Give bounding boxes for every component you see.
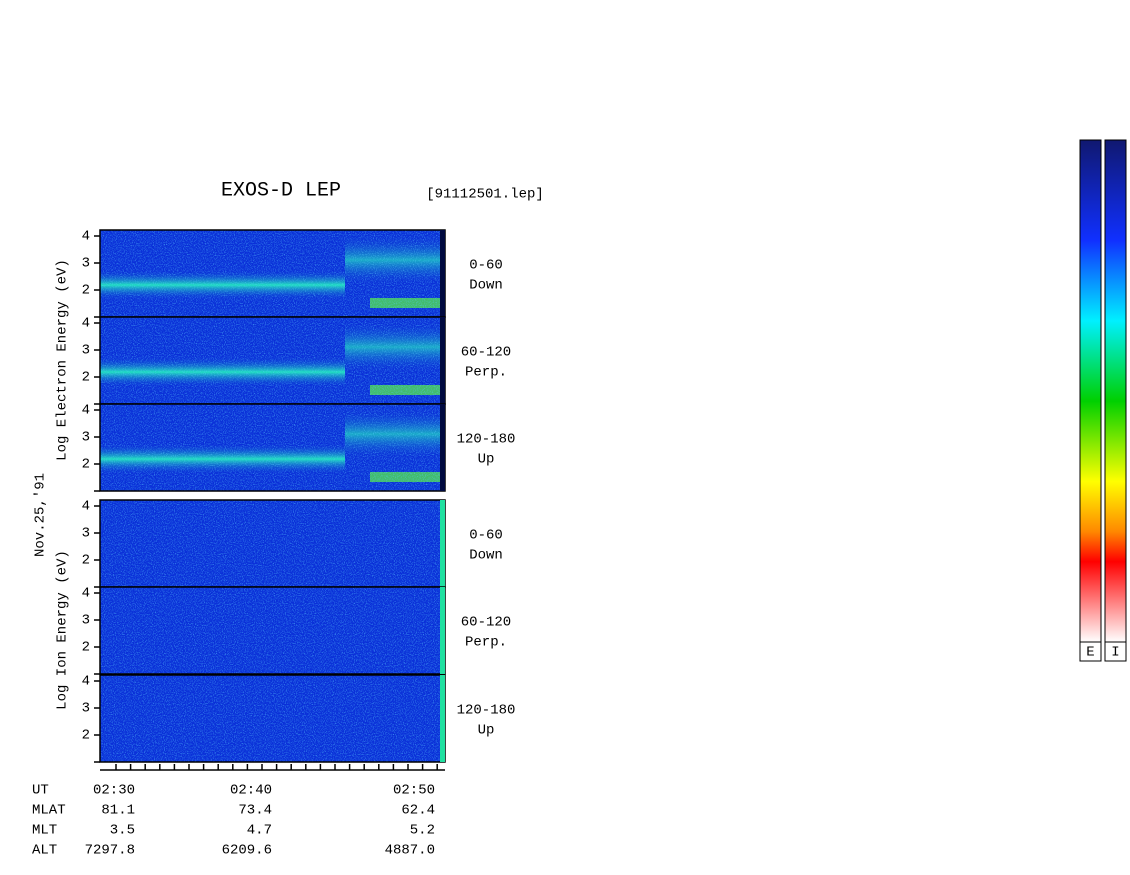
ephemeris-value: 4.7 [247,823,272,839]
edge [440,317,445,404]
ephemeris-value: 3.5 [110,823,135,839]
ephemeris-value: 5.2 [410,823,435,839]
y-tick-label: 4 [82,586,90,602]
axis-label: Log Ion Energy (eV) [55,550,71,710]
panel-direction: Down [469,548,503,564]
edge [440,230,445,317]
y-tick-label: 4 [82,229,90,245]
y-tick-label: 2 [82,728,90,744]
edge [440,675,445,762]
colorbar-box [1079,641,1102,662]
y-tick-label: 3 [82,613,90,629]
panel-direction: Perp. [465,635,507,651]
y-tick-label: 2 [82,457,90,473]
y-tick-label: 4 [82,674,90,690]
y-tick-label: 4 [82,316,90,332]
colorbar [1079,139,1102,643]
ephemeris-value: 02:30 [93,783,135,799]
colorbar-label: E [1086,645,1094,661]
y-tick-label: 2 [82,370,90,386]
y-tick-label: 2 [82,283,90,299]
title: EXOS-D LEP [221,179,341,202]
ephemeris-value: 81.1 [101,803,135,819]
edge [440,500,445,587]
edge [440,404,445,491]
panel-angle: 120-180 [457,703,516,719]
y-tick-label: 3 [82,430,90,446]
ephemeris-value: 02:50 [393,783,435,799]
noise [100,404,445,491]
colorbar [1104,139,1127,643]
ephemeris-value: 62.4 [401,803,435,819]
ephemeris-value: 4887.0 [385,843,435,859]
panel-direction: Down [469,278,503,294]
date: Nov.25,'91 [33,473,49,557]
noise [100,500,445,587]
ephemeris-value: 02:40 [230,783,272,799]
y-tick-label: 4 [82,403,90,419]
y-tick-label: 3 [82,343,90,359]
row-label: MLAT [32,803,66,819]
y-tick-label: 4 [82,499,90,515]
panel-angle: 60-120 [461,345,511,361]
colorbar-box [1104,641,1127,662]
row-label: ALT [32,843,57,859]
noise [100,587,445,674]
y-tick-label: 2 [82,553,90,569]
panel-direction: Perp. [465,365,507,381]
file-name: [91112501.lep] [426,187,544,203]
ephemeris-value: 7297.8 [85,843,135,859]
panel-direction: Up [478,723,495,739]
y-tick-label: 2 [82,640,90,656]
noise [100,317,445,404]
panel-angle: 60-120 [461,615,511,631]
row-label: MLT [32,823,57,839]
panel-angle: 0-60 [469,258,503,274]
colorbars [1079,139,1127,662]
y-tick-label: 3 [82,526,90,542]
noise [100,675,445,762]
edge [440,587,445,674]
panel-angle: 120-180 [457,432,516,448]
noise [100,230,445,317]
row-label: UT [32,783,49,799]
y-tick-label: 3 [82,256,90,272]
ephemeris-value: 73.4 [238,803,272,819]
panel-direction: Up [478,452,495,468]
axis-label: Log Electron Energy (eV) [55,259,71,461]
y-tick-label: 3 [82,701,90,717]
panel-angle: 0-60 [469,528,503,544]
ephemeris-value: 6209.6 [222,843,272,859]
colorbar-label: I [1111,645,1119,661]
